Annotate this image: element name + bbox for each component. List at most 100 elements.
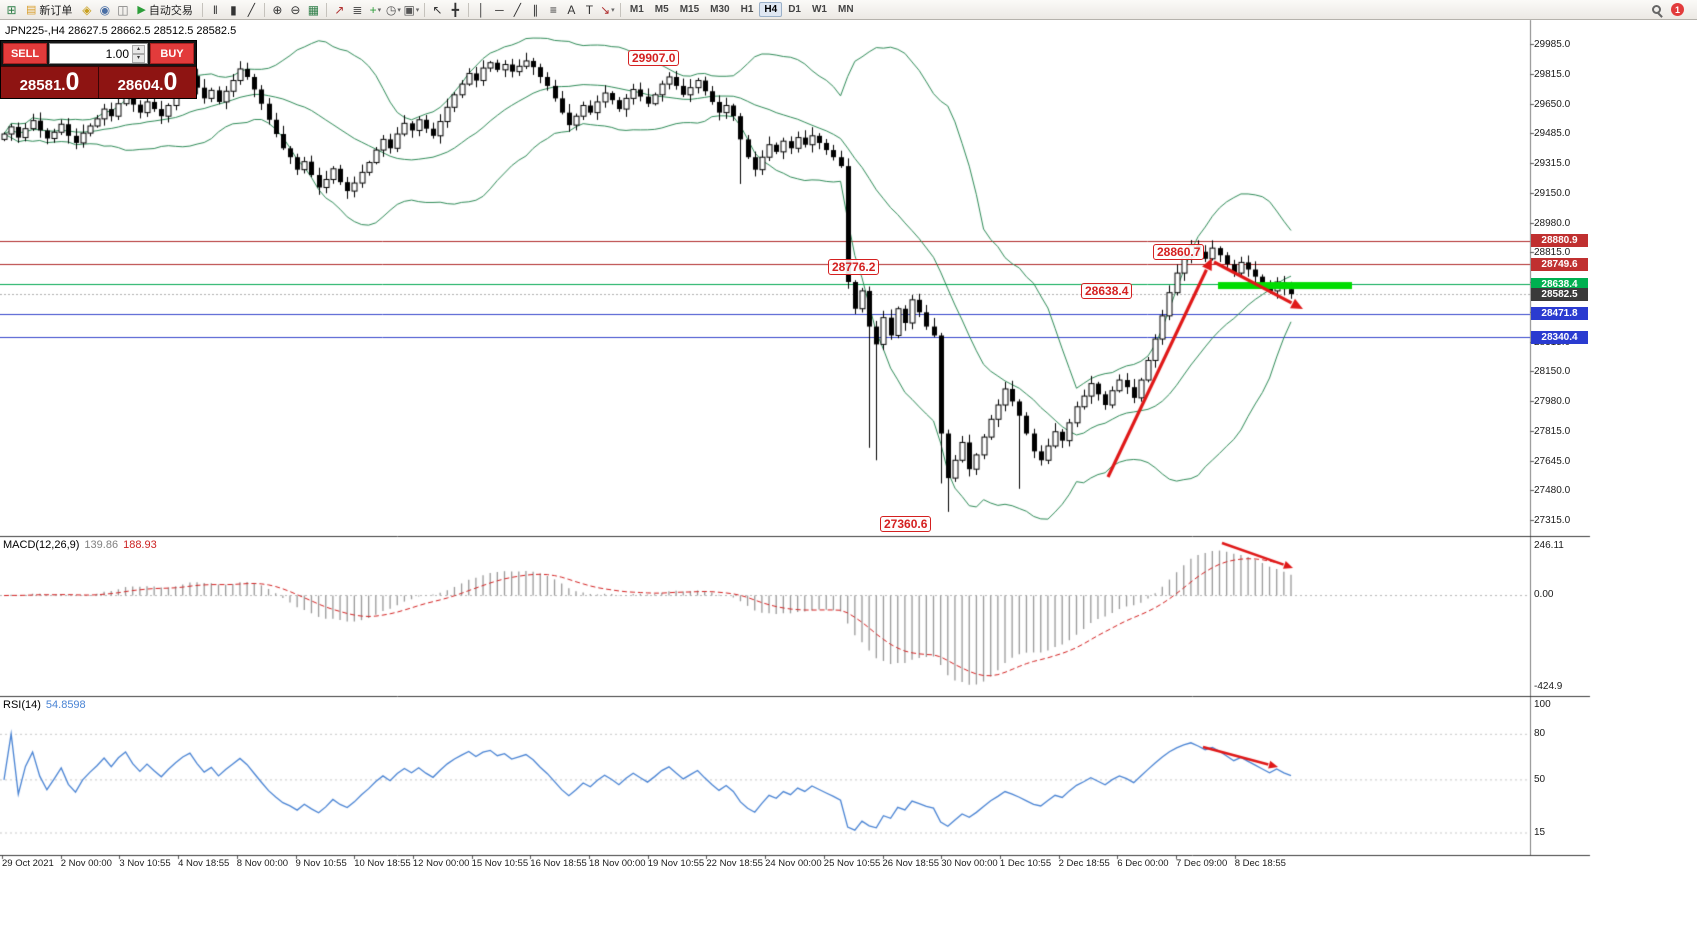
price-axis-label: 29485.0 (1534, 128, 1571, 140)
new-order-button-label: 新订单 (39, 4, 73, 17)
tile-windows-icon[interactable]: ▦ (305, 1, 322, 18)
symbol-ohlc-header: JPN225-,H4 28627.5 28662.5 28512.5 28582… (5, 25, 237, 37)
cursor-icon[interactable]: ↖ (429, 1, 446, 18)
price-axis-label: 29815.0 (1534, 68, 1571, 80)
price-axis-label: 29985.0 (1534, 39, 1571, 50)
volume-value[interactable]: 1.00 (105, 46, 129, 61)
time-axis-label: 2 Nov 00:00 (60, 858, 112, 869)
toolbar-main-group: ⊞ ▤ 新订单 ◈ ◉ ◫ ▶ 自动交易 ǁ ▮ ╱ ⊕ ⊖ ▦ ↗ ≣ + ▾ ◷ ▾ ▣ ▾ ↖ ╋ │ ─ ╱ ∥ ≡ A T ↘ ▾ M1… (3, 1, 859, 18)
text-icon[interactable]: A (563, 1, 580, 18)
timeframe-button-MN[interactable]: MN (833, 2, 859, 17)
line-chart-mode-icon: ╱ (247, 2, 255, 17)
timeframe-button-W1[interactable]: W1 (807, 2, 832, 17)
candlestick-mode-icon[interactable]: ▮ (225, 1, 242, 18)
buy-price-big-digit: 0 (163, 68, 178, 96)
price-axis-label: 27980.0 (1534, 396, 1571, 407)
price-axis-label: 28815.0 (1534, 247, 1571, 259)
new-chart-icon[interactable]: ⊞ (3, 1, 20, 18)
channel-icon: ∥ (532, 2, 539, 17)
candlestick-mode-icon: ▮ (230, 2, 237, 17)
time-axis-label: 2 Dec 18:55 (1058, 858, 1110, 869)
timeframe-button-H4[interactable]: H4 (759, 2, 783, 17)
new-order-button-icon: ▤ (26, 4, 37, 16)
new-order-button[interactable]: ▤ 新订单 (21, 1, 77, 18)
timeframe-button-M30[interactable]: M30 (705, 2, 734, 17)
label-icon[interactable]: T (581, 1, 598, 18)
time-axis-label: 8 Dec 18:55 (1234, 858, 1286, 869)
timeframe-button-M15[interactable]: M15 (675, 2, 704, 17)
line-chart-mode-icon[interactable]: ╱ (243, 1, 260, 18)
horizontal-line-icon[interactable]: ─ (491, 1, 508, 18)
timeframe-button-M1[interactable]: M1 (625, 2, 649, 17)
indicators-icon[interactable]: ↗ (331, 1, 348, 18)
volume-increase-button[interactable]: ▴ (132, 44, 145, 54)
time-axis-label: 6 Dec 00:00 (1117, 858, 1169, 869)
trendline-icon: ╱ (513, 2, 521, 17)
indicators-icon: ↗ (334, 2, 345, 17)
crosshair-icon[interactable]: ╋ (447, 1, 464, 18)
market-watch-icon[interactable]: ◉ (96, 1, 113, 18)
timeframe-button-D1[interactable]: D1 (783, 2, 806, 17)
indicator-list-icon[interactable]: ≣ (349, 1, 366, 18)
dropdown-caret-icon: ▾ (415, 6, 420, 14)
dropdown-caret-icon: ▾ (397, 6, 401, 14)
label-icon: T (585, 2, 594, 17)
time-axis-label: 12 Nov 00:00 (412, 858, 470, 869)
volume-spinner: ▴ ▾ (132, 44, 145, 63)
timeframe-button-M5[interactable]: M5 (650, 2, 674, 17)
crosshair-icon: ╋ (451, 2, 459, 17)
time-axis-label: 4 Nov 18:55 (178, 858, 230, 869)
autotrade-button[interactable]: ▶ 自动交易 (132, 1, 197, 18)
bar-chart-mode-icon[interactable]: ǁ (207, 1, 224, 18)
time-axis-label: 19 Nov 10:55 (647, 858, 705, 869)
zoom-out-icon[interactable]: ⊖ (287, 1, 304, 18)
search-icon (1652, 5, 1661, 14)
time-axis-label: 3 Nov 10:55 (119, 858, 171, 869)
zoom-in-icon[interactable]: ⊕ (269, 1, 286, 18)
search-button[interactable] (1648, 1, 1665, 18)
price-tag: 28638.4 (1531, 277, 1588, 291)
time-axis-label: 1 Dec 10:55 (999, 858, 1052, 869)
templates-icon: ▣ (403, 2, 415, 17)
price-axis-label: 27315.0 (1534, 515, 1571, 526)
toolbar: ⊞ ▤ 新订单 ◈ ◉ ◫ ▶ 自动交易 ǁ ▮ ╱ ⊕ ⊖ ▦ ↗ ≣ + ▾ ◷ ▾ ▣ ▾ ↖ ╋ │ ─ ╱ ∥ ≡ A T ↘ ▾ M1… (0, 0, 1697, 20)
periods-menu-icon[interactable]: ◷ ▾ (385, 1, 402, 18)
volume-field[interactable]: 1.00 ▴ ▾ (49, 43, 148, 64)
price-axis-label: 27815.0 (1534, 425, 1571, 437)
price-tag: 28582.5 (1531, 287, 1588, 301)
sell-button[interactable]: SELL (3, 43, 47, 64)
rsi-axis-label: 100 (1534, 699, 1551, 710)
time-axis-label: 24 Nov 00:00 (765, 858, 822, 869)
timeframe-button-H1[interactable]: H1 (736, 2, 759, 17)
rsi-indicator-header: RSI(14) 54.8598 (3, 699, 86, 711)
price-axis-label: 27645.0 (1534, 455, 1571, 467)
trendline-icon[interactable]: ╱ (509, 1, 526, 18)
buy-button[interactable]: BUY (150, 43, 194, 64)
volume-decrease-button[interactable]: ▾ (132, 53, 145, 63)
channel-icon[interactable]: ∥ (527, 1, 544, 18)
toolbar-separator (619, 2, 621, 17)
toolbar-separator (201, 2, 203, 17)
templates-icon[interactable]: ▣ ▾ (403, 1, 420, 18)
time-axis-label: 18 Nov 00:00 (589, 858, 646, 869)
notification-badge[interactable]: 1 (1671, 3, 1684, 16)
zoom-out-icon: ⊖ (290, 2, 301, 17)
chart-annotation-label: 28638.4 (1081, 283, 1133, 299)
vertical-line-icon[interactable]: │ (473, 1, 490, 18)
history-center-icon[interactable]: ◈ (78, 1, 95, 18)
sell-price-display[interactable]: 28581. 0 (1, 66, 98, 98)
add-indicator-icon[interactable]: + ▾ (367, 1, 384, 18)
price-axis-label: 27480.0 (1534, 485, 1571, 497)
rsi-axis-label: 80 (1534, 728, 1546, 739)
arrows-icon: ↘ (600, 2, 611, 17)
macd-main-value: 139.86 (84, 539, 119, 551)
macd-axis-label: 0.00 (1534, 589, 1554, 600)
rsi-label: RSI(14) (3, 699, 41, 711)
chart-annotation-label: 28860.7 (1153, 244, 1205, 260)
buy-price-display[interactable]: 28604. 0 (98, 66, 196, 98)
time-axis-label: 9 Nov 10:55 (295, 858, 347, 869)
navigator-icon[interactable]: ◫ (114, 1, 131, 18)
arrows-icon[interactable]: ↘ ▾ (599, 1, 616, 18)
fibonacci-icon[interactable]: ≡ (545, 1, 562, 18)
